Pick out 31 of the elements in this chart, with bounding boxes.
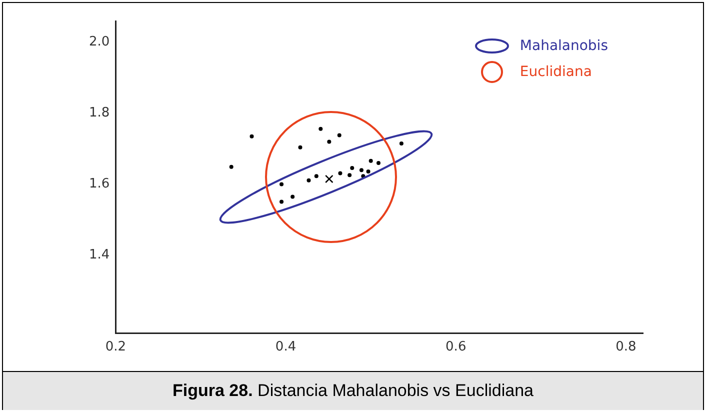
point xyxy=(348,173,352,178)
point xyxy=(368,158,373,163)
point xyxy=(337,133,342,138)
point xyxy=(250,134,254,138)
annotation: Euclidiana xyxy=(520,64,592,80)
y-tick-label: 1.6 xyxy=(88,176,110,192)
point xyxy=(324,174,334,184)
point xyxy=(229,164,234,169)
point xyxy=(376,161,380,165)
y-tick-label: 1.4 xyxy=(88,248,110,263)
x-tick-label: 0.8 xyxy=(616,340,636,355)
x-tick-label: 0.4 xyxy=(275,340,296,355)
point xyxy=(399,141,404,146)
point xyxy=(290,194,295,199)
text: Figura 28. Distancia Mahalanobis vs Euclidiana xyxy=(172,381,534,400)
x-tick-label: 0.2 xyxy=(105,340,126,355)
point xyxy=(359,168,364,172)
y-tick-label: 2.0 xyxy=(88,34,110,50)
point xyxy=(280,200,284,204)
y-tick-label: 1.8 xyxy=(88,106,110,121)
point xyxy=(350,166,354,170)
point xyxy=(318,126,323,131)
point xyxy=(366,170,370,174)
point xyxy=(314,174,318,178)
point xyxy=(306,178,311,182)
point xyxy=(280,182,284,186)
point xyxy=(338,171,342,176)
point xyxy=(298,145,302,150)
point xyxy=(327,140,332,144)
x-tick-label: 0.6 xyxy=(446,340,466,355)
annotation: Mahalanobis xyxy=(520,38,608,54)
